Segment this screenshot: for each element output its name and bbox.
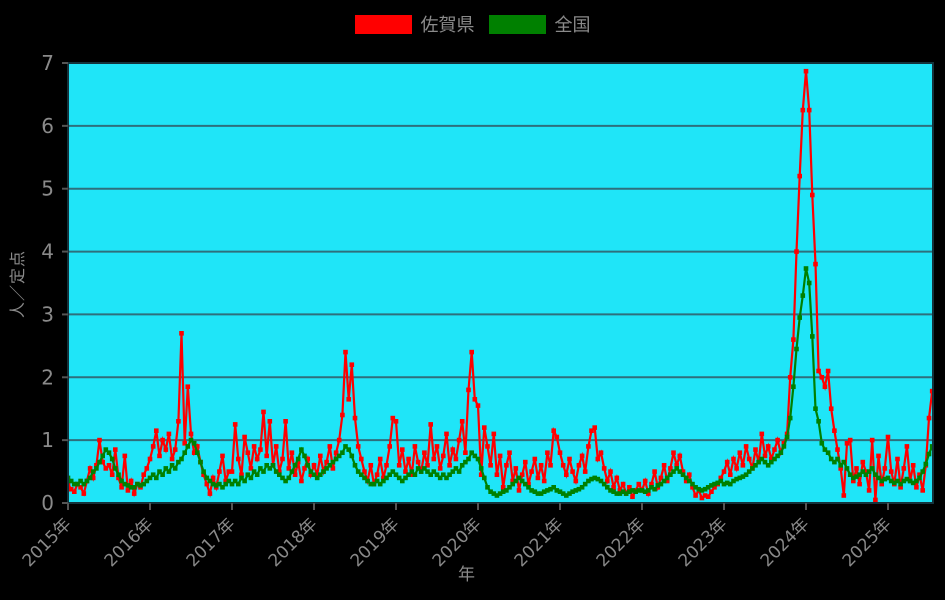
y-tick-labels: 0 1 2 3 4 5 6 7 bbox=[41, 51, 68, 515]
y-tick-label: 7 bbox=[41, 51, 54, 75]
plot-border bbox=[67, 62, 934, 504]
legend-item-saga: 佐賀県 bbox=[354, 11, 475, 37]
gridlines bbox=[68, 124, 933, 442]
y-tick-label: 6 bbox=[41, 114, 54, 138]
legend-swatch-saga bbox=[354, 14, 412, 34]
y-tick-label: 5 bbox=[41, 177, 54, 201]
y-tick-label: 4 bbox=[41, 240, 54, 264]
y-tick-label: 1 bbox=[41, 428, 54, 452]
legend-label-national: 全国 bbox=[554, 15, 591, 36]
legend-swatch-national bbox=[488, 14, 546, 34]
y-tick-label: 2 bbox=[41, 365, 54, 389]
legend-label-saga: 佐賀県 bbox=[420, 15, 475, 36]
y-tick-label: 0 bbox=[41, 491, 54, 515]
x-axis-title: 年 bbox=[458, 565, 475, 585]
national-series-markers bbox=[68, 266, 933, 498]
legend: 佐賀県 全国 bbox=[0, 12, 945, 36]
y-tick-label: 3 bbox=[41, 302, 54, 326]
y-axis-title: 人／定点 bbox=[8, 250, 27, 319]
legend-item-national: 全国 bbox=[488, 11, 591, 37]
national-series bbox=[68, 266, 933, 498]
